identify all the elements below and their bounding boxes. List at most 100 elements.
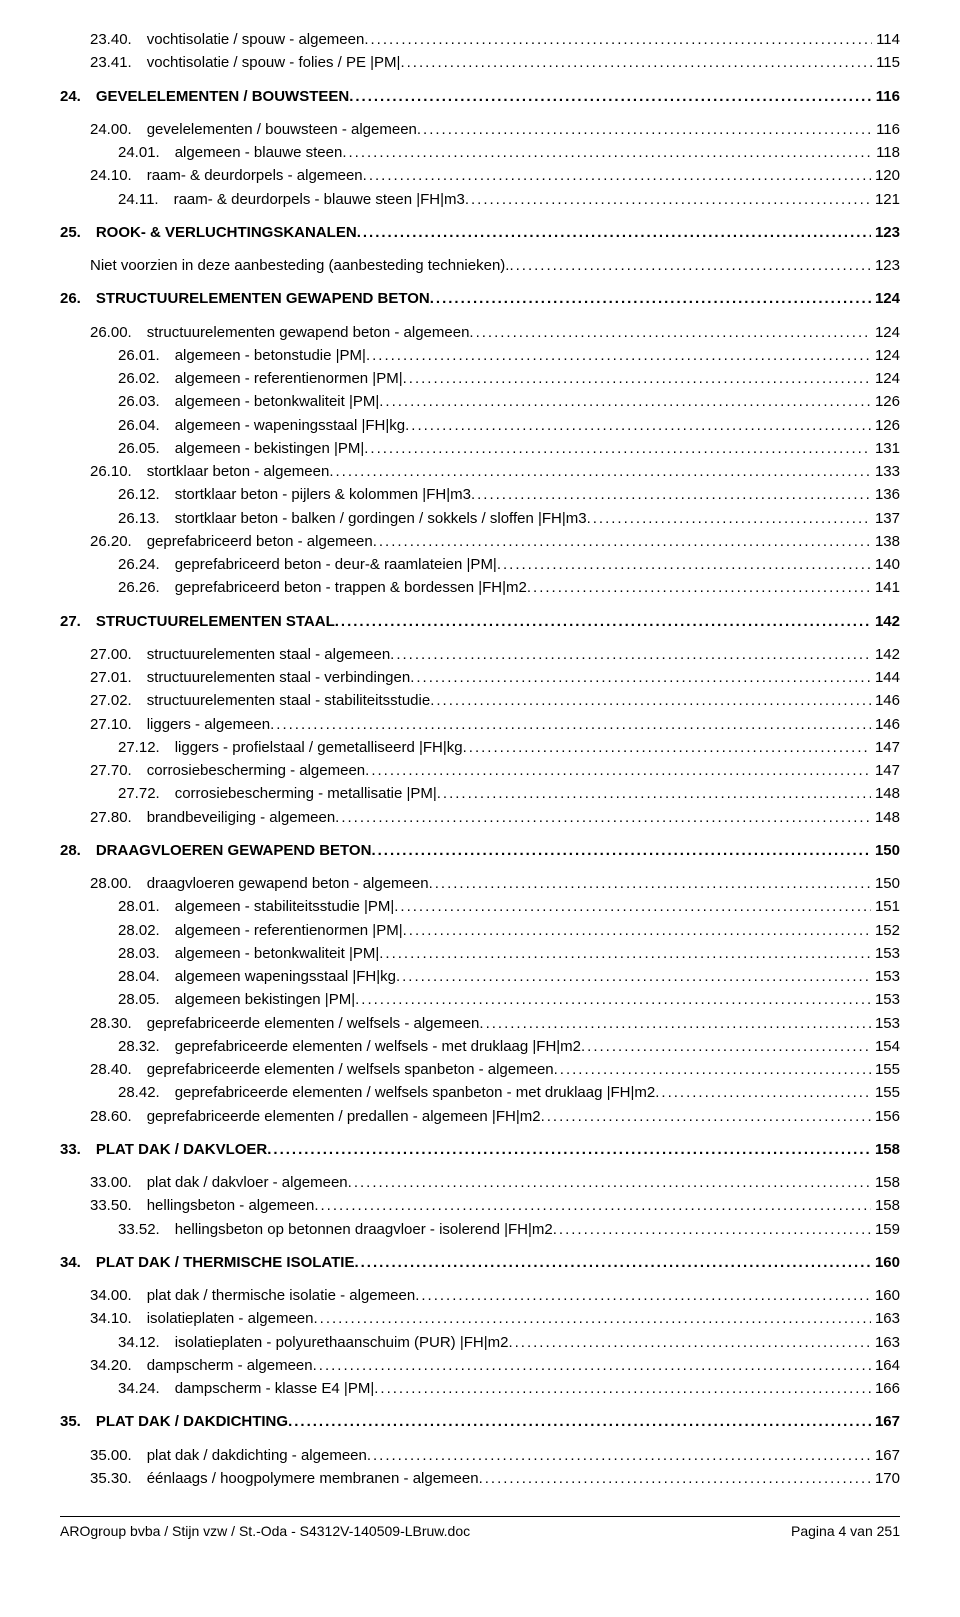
toc-leader-dots [364, 28, 872, 51]
table-of-contents: 23.40. vochtisolatie / spouw - algemeen 1… [60, 28, 900, 1490]
toc-page-number: 120 [871, 164, 900, 187]
toc-leader-dots [379, 390, 871, 413]
toc-row: 27. STRUCTUURELEMENTEN STAAL142 [60, 610, 900, 633]
toc-label: 24.11. raam- & deurdorpels - blauwe stee… [118, 188, 465, 211]
toc-row: 26.04. algemeen - wapeningsstaal |FH|kg1… [60, 414, 900, 437]
toc-leader-dots [417, 118, 872, 141]
toc-leader-dots [430, 287, 871, 310]
toc-leader-dots [403, 367, 871, 390]
toc-leader-dots [527, 576, 871, 599]
toc-row: 28.05. algemeen bekistingen |PM| 153 [60, 988, 900, 1011]
toc-page-number: 153 [871, 988, 900, 1011]
toc-row: 26.03. algemeen - betonkwaliteit |PM|126 [60, 390, 900, 413]
toc-row: 33.52. hellingsbeton op betonnen draagvl… [60, 1218, 900, 1241]
toc-leader-dots [394, 895, 871, 918]
toc-page-number: 153 [871, 942, 900, 965]
toc-label: 27.02. structuurelementen staal - stabil… [90, 689, 430, 712]
toc-row: 34. PLAT DAK / THERMISCHE ISOLATIE 160 [60, 1251, 900, 1274]
toc-label: 27.12. liggers - profielstaal / gemetall… [118, 736, 463, 759]
toc-row: 28.00. draagvloeren gewapend beton - alg… [60, 872, 900, 895]
toc-label: 26.12. stortklaar beton - pijlers & kolo… [118, 483, 471, 506]
toc-label: 28.05. algemeen bekistingen |PM| [118, 988, 355, 1011]
toc-page-number: 160 [871, 1284, 900, 1307]
toc-page-number: 121 [871, 188, 900, 211]
toc-label: 27.00. structuurelementen staal - algeme… [90, 643, 390, 666]
toc-page-number: 124 [871, 321, 900, 344]
toc-leader-dots [437, 782, 871, 805]
toc-row: 25. ROOK- & VERLUCHTINGSKANALEN123 [60, 221, 900, 244]
toc-label: 24.10. raam- & deurdorpels - algemeen [90, 164, 363, 187]
toc-leader-dots [479, 1012, 871, 1035]
toc-row: 27.10. liggers - algemeen146 [60, 713, 900, 736]
toc-page-number: 136 [871, 483, 900, 506]
toc-page-number: 166 [871, 1377, 900, 1400]
toc-label: 27. STRUCTUURELEMENTEN STAAL [60, 610, 335, 633]
toc-label: 28.01. algemeen - stabiliteitsstudie |PM… [118, 895, 394, 918]
toc-label: 35.30. éénlaags / hoogpolymere membranen… [90, 1467, 479, 1490]
toc-leader-dots [415, 1284, 871, 1307]
toc-row: 28.04. algemeen wapeningsstaal |FH|kg 153 [60, 965, 900, 988]
toc-row: 26.10. stortklaar beton - algemeen133 [60, 460, 900, 483]
toc-row: 24. GEVELELEMENTEN / BOUWSTEEN116 [60, 85, 900, 108]
toc-leader-dots [469, 321, 871, 344]
toc-label: 34.24. dampscherm - klasse E4 |PM| [118, 1377, 374, 1400]
toc-leader-dots [410, 666, 871, 689]
toc-leader-dots [357, 221, 871, 244]
toc-label: 34.12. isolatieplaten - polyurethaanschu… [118, 1331, 508, 1354]
toc-leader-dots [329, 460, 871, 483]
toc-row: 28.42. geprefabriceerde elementen / welf… [60, 1081, 900, 1104]
toc-leader-dots [509, 254, 871, 277]
toc-row: 26.01. algemeen - betonstudie |PM|124 [60, 344, 900, 367]
toc-leader-dots [497, 553, 871, 576]
toc-page-number: 151 [871, 895, 900, 918]
toc-label: 28.04. algemeen wapeningsstaal |FH|kg [118, 965, 396, 988]
toc-page-number: 158 [871, 1171, 900, 1194]
toc-row: 26.12. stortklaar beton - pijlers & kolo… [60, 483, 900, 506]
toc-leader-dots [479, 1467, 871, 1490]
toc-leader-dots [367, 1444, 871, 1467]
toc-row: 26.26. geprefabriceerd beton - trappen &… [60, 576, 900, 599]
toc-label: 28.03. algemeen - betonkwaliteit |PM| [118, 942, 379, 965]
toc-row: 24.10. raam- & deurdorpels - algemeen 120 [60, 164, 900, 187]
toc-row: 26.20. geprefabriceerd beton - algemeen1… [60, 530, 900, 553]
toc-page-number: 155 [871, 1058, 900, 1081]
toc-leader-dots [313, 1307, 870, 1330]
toc-label: 23.40. vochtisolatie / spouw - algemeen [90, 28, 364, 51]
toc-leader-dots [471, 483, 871, 506]
footer-left: AROgroup bvba / Stijn vzw / St.-Oda - S4… [60, 1521, 470, 1543]
toc-page-number: 123 [871, 254, 900, 277]
toc-page-number: 118 [872, 141, 900, 164]
toc-label: 27.70. corrosiebescherming - algemeen [90, 759, 365, 782]
toc-row: 26.00. structuurelementen gewapend beton… [60, 321, 900, 344]
toc-page-number: 163 [871, 1331, 900, 1354]
toc-row: 35. PLAT DAK / DAKDICHTING167 [60, 1410, 900, 1433]
toc-leader-dots [373, 530, 871, 553]
toc-row: 26.02. algemeen - referentienormen |PM|1… [60, 367, 900, 390]
footer-right: Pagina 4 van 251 [791, 1521, 900, 1543]
toc-leader-dots [379, 942, 871, 965]
toc-label: 34. PLAT DAK / THERMISCHE ISOLATIE [60, 1251, 354, 1274]
toc-row: 23.41. vochtisolatie / spouw - folies / … [60, 51, 900, 74]
toc-leader-dots [374, 1377, 871, 1400]
toc-row: 33.50. hellingsbeton - algemeen158 [60, 1194, 900, 1217]
toc-leader-dots [355, 988, 871, 1011]
toc-page-number: 147 [871, 736, 900, 759]
toc-page-number: 114 [872, 28, 900, 51]
toc-page-number: 153 [871, 965, 900, 988]
toc-leader-dots [405, 414, 871, 437]
toc-label: 27.80. brandbeveiliging - algemeen [90, 806, 335, 829]
toc-row: 28.30. geprefabriceerde elementen / welf… [60, 1012, 900, 1035]
toc-leader-dots [313, 1354, 871, 1377]
toc-page-number: 150 [871, 839, 900, 862]
toc-page-number: 160 [871, 1251, 900, 1274]
toc-page-number: 116 [872, 118, 900, 141]
toc-label: 28.42. geprefabriceerde elementen / welf… [118, 1081, 655, 1104]
toc-page-number: 124 [871, 344, 900, 367]
toc-page-number: 153 [871, 1012, 900, 1035]
toc-page-number: 154 [871, 1035, 900, 1058]
toc-row: 34.24. dampscherm - klasse E4 |PM| 166 [60, 1377, 900, 1400]
toc-row: 24.11. raam- & deurdorpels - blauwe stee… [60, 188, 900, 211]
toc-row: 34.12. isolatieplaten - polyurethaanschu… [60, 1331, 900, 1354]
toc-page-number: 138 [871, 530, 900, 553]
toc-page-number: 124 [871, 367, 900, 390]
